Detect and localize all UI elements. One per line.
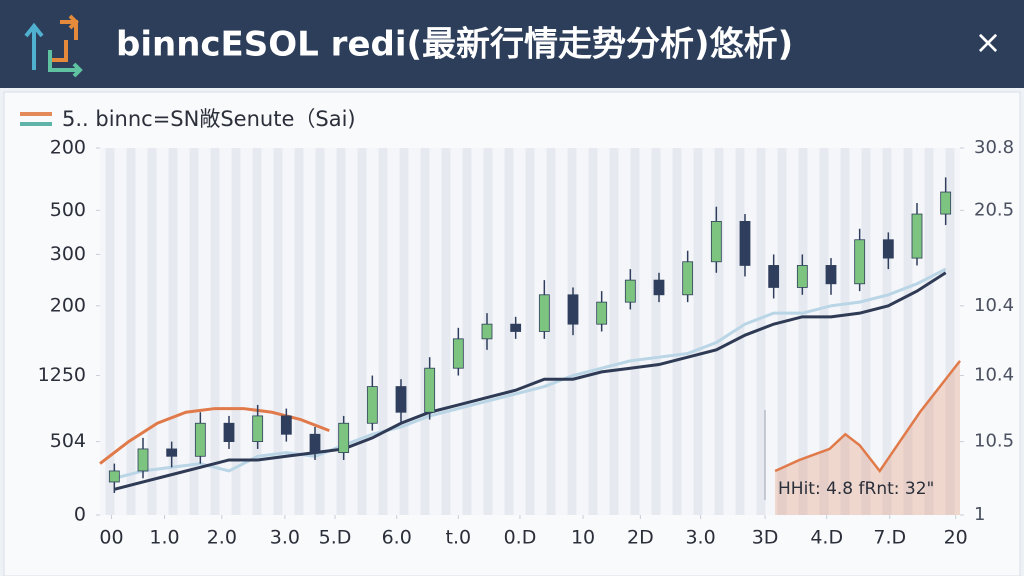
x-tick-label: 3.0 [270, 527, 300, 549]
candle-body [682, 261, 694, 296]
candle-body [739, 220, 751, 266]
candle-body [481, 323, 493, 340]
y-tick-label: 504 [50, 430, 86, 452]
area [775, 360, 960, 515]
candle-body [452, 338, 464, 369]
candle-body [395, 386, 407, 413]
x-tick-label: 6.0 [382, 527, 412, 549]
candle-body [882, 239, 894, 259]
x-tick-label: 20 [944, 527, 968, 549]
y-tick-label: 500 [50, 199, 86, 221]
candle-body [825, 265, 837, 285]
y-tick-label: 200 [50, 294, 86, 316]
area-line [774, 360, 961, 474]
x-tick-label: 2.0 [207, 527, 237, 549]
logo [24, 14, 83, 78]
candle-body [796, 265, 808, 288]
candle-body [768, 265, 780, 288]
candle-body [911, 213, 923, 259]
candle-body [653, 279, 665, 296]
x-tick-label: 1.0 [149, 527, 179, 549]
y2-tick-label: 20.5 [974, 199, 1014, 220]
candle-body [624, 279, 636, 303]
window-title: binncESOL redi(最新行情走势分析)悠析) [116, 25, 793, 65]
x-tick-label: 00 [99, 527, 123, 549]
y2-tick-label: 10.4 [974, 295, 1014, 316]
x-tick-label: 2D [627, 527, 654, 549]
x-tick-label: 7.D [873, 527, 906, 549]
candle-body [223, 422, 235, 443]
candle-body [424, 367, 436, 413]
candle-body [309, 433, 321, 454]
candle-body [338, 422, 350, 454]
y2-tick-label: 30.8 [974, 137, 1014, 158]
candle-body [108, 470, 120, 483]
candle-body [137, 448, 149, 472]
y-tick-label: 300 [50, 243, 86, 265]
candle-body [940, 191, 952, 215]
candle-body [510, 323, 522, 332]
y2-tick-label: 10.4 [974, 365, 1014, 386]
x-tick-label: 3.0 [685, 527, 715, 549]
candle-body [280, 415, 292, 435]
y2-tick-label: 1 [974, 504, 985, 525]
candle-body [366, 386, 378, 424]
candle-body [252, 415, 264, 443]
candle-body [710, 220, 722, 263]
candle-body [567, 294, 579, 325]
y-tick-label: 0 [74, 504, 86, 526]
x-tick-label: 5.D [319, 527, 352, 549]
candle-body [166, 448, 178, 457]
x-tick-label: 0.D [504, 527, 537, 549]
candle-body [854, 239, 866, 285]
y-tick-label: 200 [50, 137, 86, 159]
legend-label: 5.. binnc=SN敞Senute（Sai) [62, 107, 356, 131]
x-tick-label: 3D [752, 527, 779, 549]
candle-body [596, 301, 608, 325]
y2-tick-label: 10.5 [974, 431, 1014, 452]
close-button[interactable]: × [975, 23, 1002, 61]
x-tick-label: 10 [571, 527, 595, 549]
candle-body [194, 422, 206, 457]
x-tick-label: t.0 [446, 527, 472, 549]
candle-body [538, 294, 550, 332]
line [113, 271, 947, 491]
title-bar [0, 0, 1024, 88]
y-tick-label: 1250 [38, 364, 86, 386]
x-tick-label: 4.D [810, 527, 843, 549]
annotation: HHit: 4.8 fRnt: 32" [778, 479, 934, 499]
